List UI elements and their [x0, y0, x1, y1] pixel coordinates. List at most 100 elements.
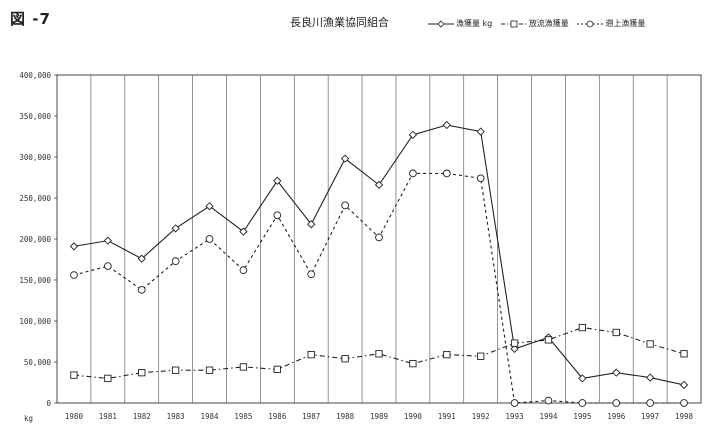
y-tick-label: 100,000 — [19, 317, 51, 326]
legend-swatch-catch — [428, 19, 454, 28]
legend-item-upstream: 遡上漁獲量 — [577, 18, 645, 29]
data-point — [409, 359, 417, 368]
x-tick-label: 1990 — [404, 412, 423, 421]
x-tick-label: 1995 — [573, 412, 591, 421]
x-tick-label: 1984 — [200, 412, 219, 421]
y-tick-label: 0 — [46, 399, 51, 408]
x-tick-label: 1994 — [539, 412, 558, 421]
legend-label-stocked: 放流漁獲量 — [528, 19, 569, 28]
legend-swatch-stocked — [500, 20, 527, 27]
x-tick-label: 1988 — [336, 412, 355, 421]
data-point — [510, 339, 519, 347]
x-tick-label: 1983 — [167, 412, 185, 421]
data-point — [205, 202, 214, 211]
legend-label-upstream: 遡上漁獲量 — [605, 19, 646, 28]
data-point — [69, 242, 79, 251]
series-line — [73, 172, 685, 404]
x-tick-label: 1991 — [438, 412, 456, 421]
data-point — [239, 227, 248, 236]
data-point — [171, 366, 180, 374]
data-point — [137, 285, 146, 294]
y-tick-label: 150,000 — [19, 276, 51, 285]
y-tick-label: 50,000 — [24, 358, 52, 367]
x-tick-label: 1996 — [607, 412, 626, 421]
data-point — [104, 374, 112, 383]
data-point — [171, 224, 180, 233]
data-point — [341, 355, 349, 363]
legend-swatch-upstream — [577, 20, 604, 27]
data-point — [307, 350, 315, 359]
x-tick-label: 1992 — [472, 412, 490, 421]
series-line — [73, 124, 685, 386]
figure-label: 図 -7 — [10, 10, 51, 28]
data-point — [307, 270, 316, 279]
legend-label-catch: 漁獲量 kg — [456, 19, 493, 28]
data-point — [70, 271, 78, 279]
legend: 漁獲量 kg 放流漁獲量 遡上漁獲量 — [428, 18, 651, 30]
data-point — [680, 350, 688, 358]
data-point — [612, 368, 621, 377]
x-tick-label: 1993 — [506, 412, 524, 421]
legend-item-catch: 漁獲量 kg — [428, 18, 492, 29]
data-point — [476, 174, 485, 183]
data-point — [510, 344, 519, 354]
data-point — [273, 365, 281, 374]
data-point — [138, 369, 146, 377]
data-point — [340, 154, 350, 163]
data-point — [510, 399, 519, 407]
y-tick-label: 200,000 — [19, 235, 51, 244]
data-point — [374, 180, 384, 190]
data-point — [171, 257, 180, 265]
data-point — [442, 120, 451, 130]
data-point — [578, 399, 587, 407]
x-tick-label: 1998 — [675, 412, 694, 421]
data-point — [307, 220, 316, 229]
y-tick-label: 300,000 — [19, 153, 51, 162]
data-point — [578, 323, 587, 332]
data-point — [205, 366, 214, 374]
data-point — [273, 176, 282, 185]
data-point — [680, 399, 688, 407]
x-tick-label: 1986 — [268, 412, 287, 421]
data-point — [679, 380, 689, 390]
y-tick-label: 350,000 — [19, 112, 51, 121]
data-point — [476, 127, 485, 136]
x-tick-label: 1987 — [302, 412, 320, 421]
data-point — [273, 211, 282, 220]
data-point — [612, 328, 620, 337]
data-point — [239, 363, 248, 371]
data-point — [442, 169, 451, 178]
x-tick-label: 1989 — [370, 412, 388, 421]
data-point — [646, 373, 655, 382]
data-point — [646, 340, 654, 348]
data-point — [544, 396, 553, 405]
data-point — [408, 130, 418, 139]
x-tick-label: 1982 — [133, 412, 151, 421]
data-point — [646, 399, 655, 407]
data-point — [341, 201, 349, 210]
data-point — [612, 399, 621, 407]
data-point — [137, 254, 146, 263]
x-tick-label: 1980 — [65, 412, 84, 421]
data-point — [477, 352, 485, 360]
data-point — [375, 233, 383, 242]
y-unit-label: kg — [24, 414, 33, 423]
data-point — [205, 235, 214, 243]
data-point — [578, 374, 587, 383]
data-point — [375, 350, 383, 358]
y-tick-label: 400,000 — [19, 71, 51, 80]
y-tick-label: 250,000 — [19, 194, 51, 203]
x-tick-label: 1985 — [234, 412, 252, 421]
data-point — [103, 236, 112, 245]
data-point — [443, 350, 451, 359]
x-tick-label: 1981 — [99, 412, 117, 421]
chart-title: 長良川漁業協同組合 — [290, 16, 389, 29]
data-point — [103, 262, 112, 270]
data-point — [70, 371, 78, 379]
legend-item-stocked: 放流漁獲量 — [500, 18, 569, 29]
data-point — [544, 336, 553, 344]
data-point — [409, 169, 417, 178]
x-tick-label: 1997 — [641, 412, 659, 421]
data-point — [239, 266, 248, 275]
